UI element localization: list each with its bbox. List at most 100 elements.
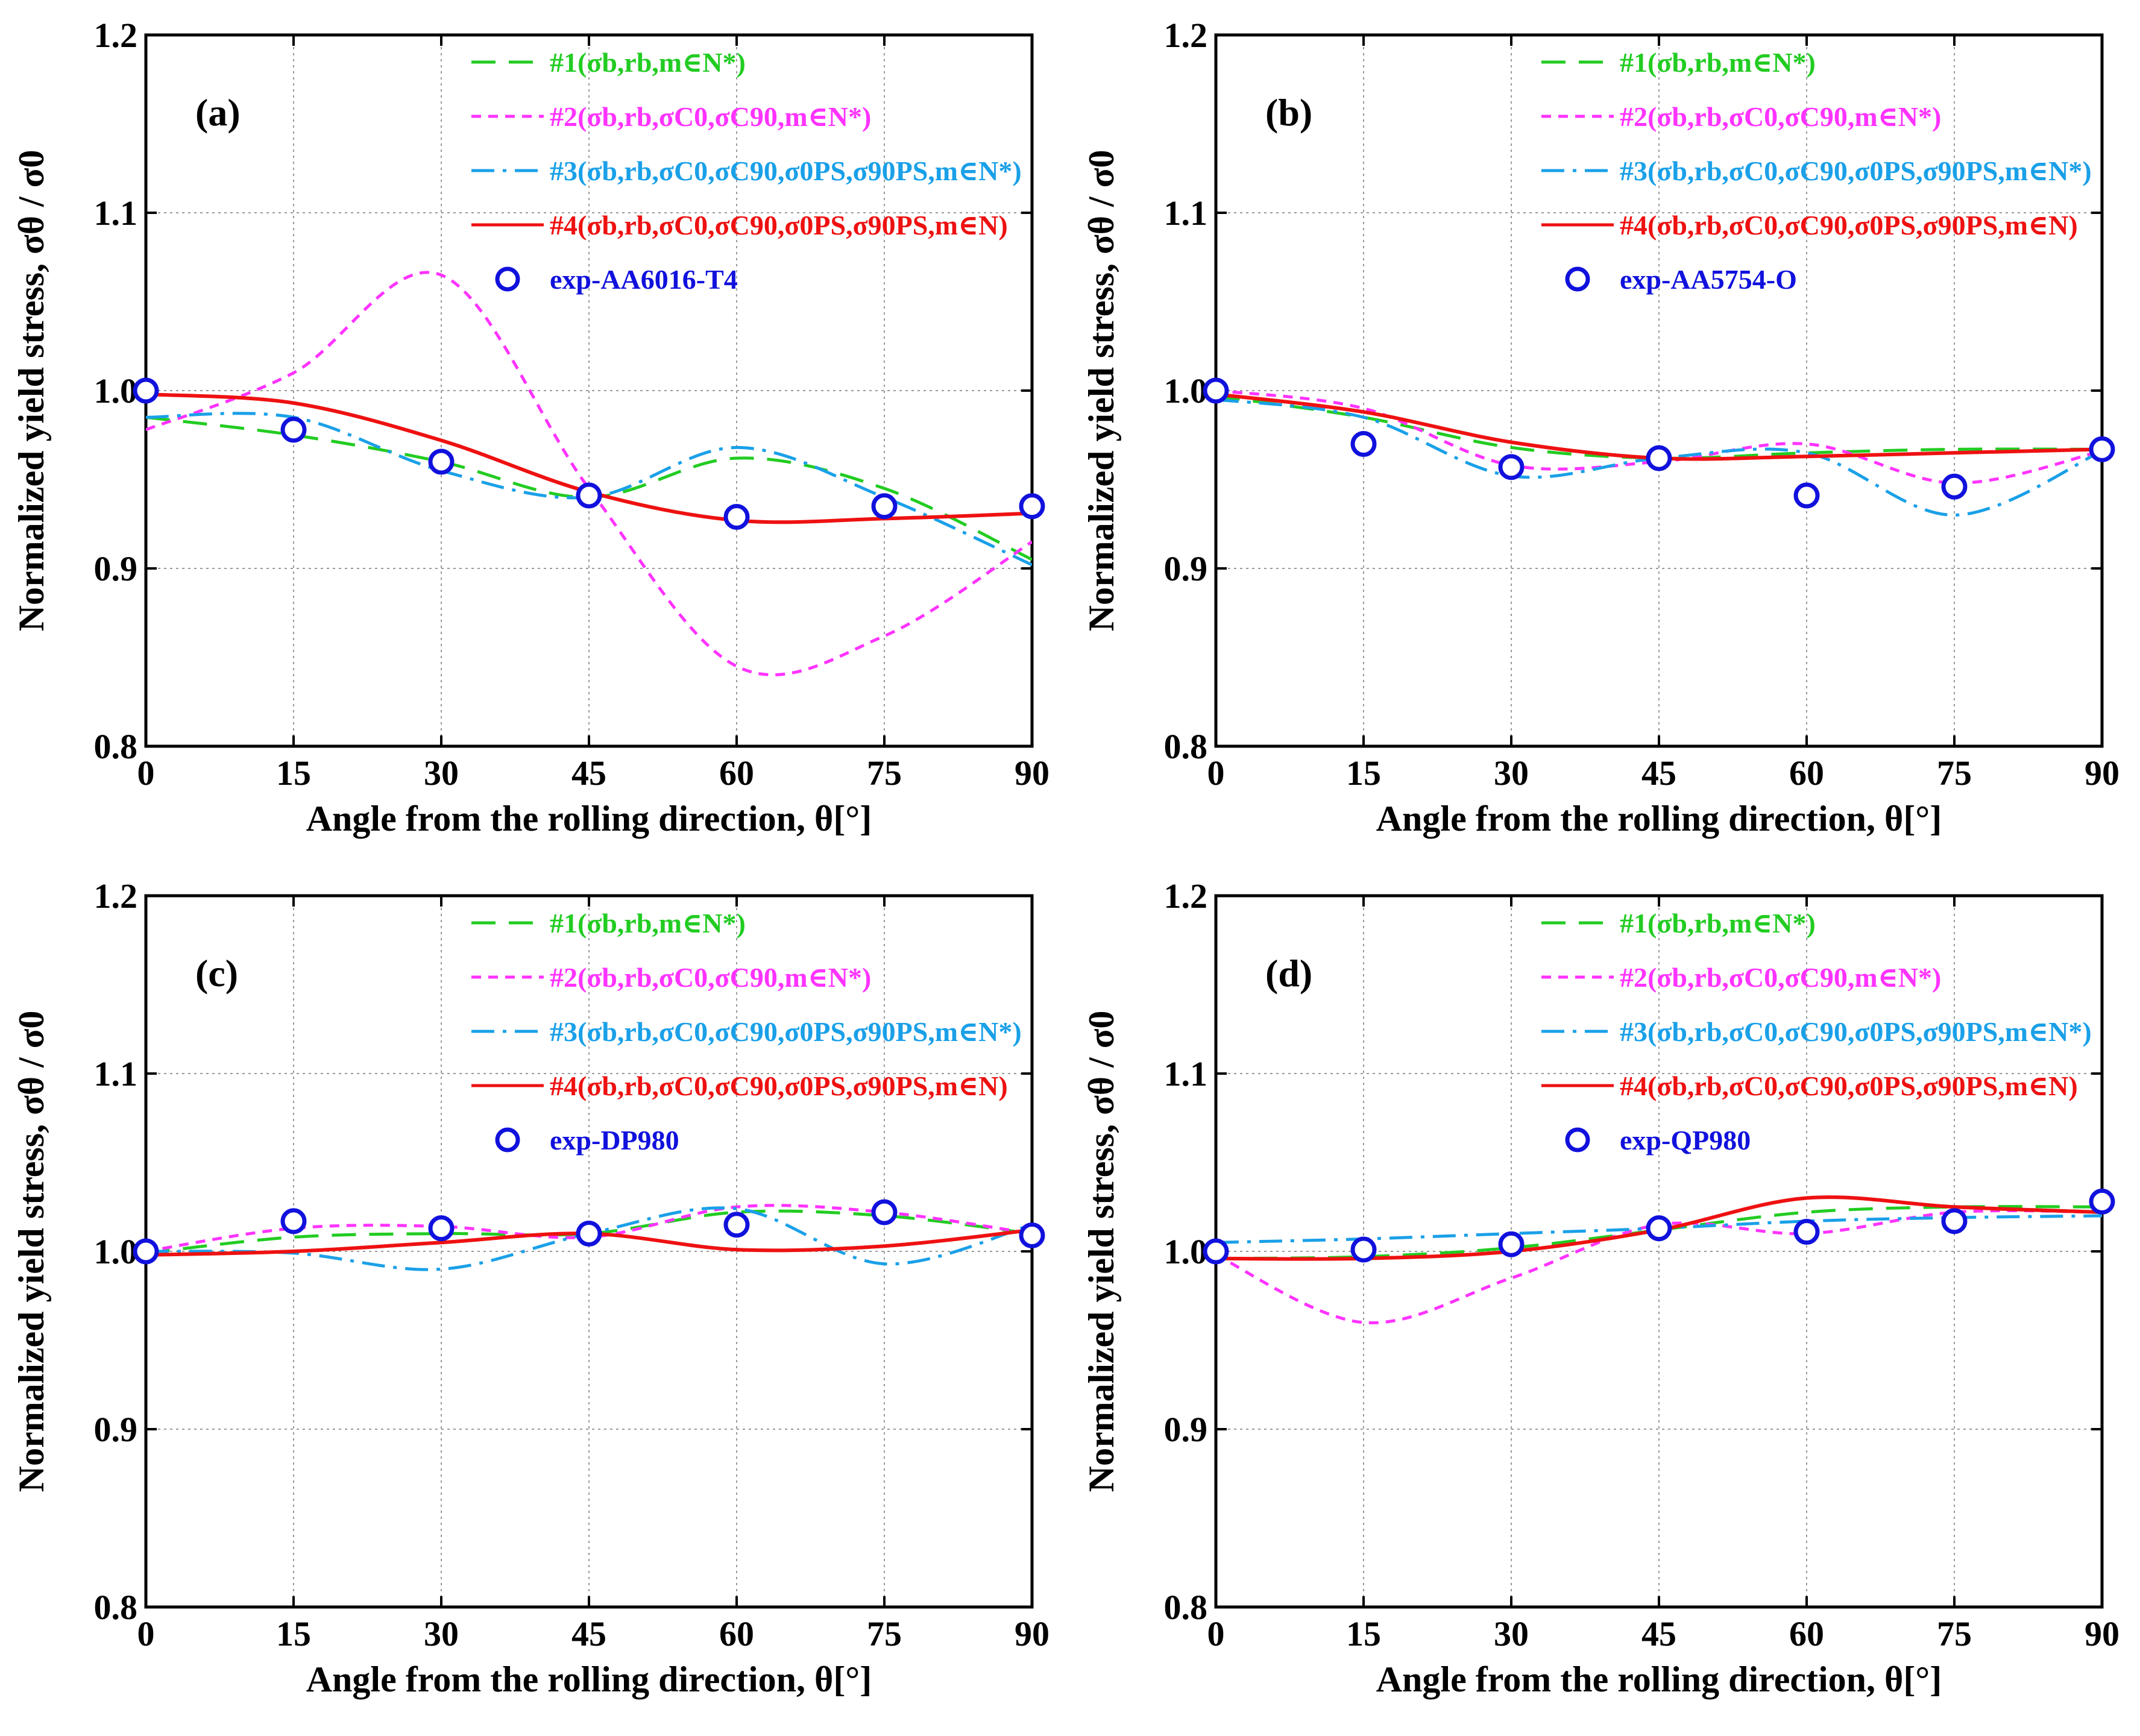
x-tick-label: 75 bbox=[1937, 1614, 1972, 1653]
exp-point bbox=[723, 503, 750, 530]
y-tick-label: 1.2 bbox=[94, 876, 138, 916]
y-tick-label: 1.0 bbox=[94, 371, 138, 410]
legend-exp-label: exp-QP980 bbox=[1620, 1125, 1751, 1156]
x-tick-label: 90 bbox=[1015, 1614, 1050, 1653]
exp-point bbox=[1646, 445, 1672, 471]
legend-exp-marker bbox=[495, 266, 520, 292]
y-tick-label: 1.1 bbox=[94, 1054, 138, 1093]
exp-point bbox=[1941, 1208, 1968, 1234]
x-tick-label: 60 bbox=[1789, 753, 1824, 793]
exp-point bbox=[133, 1238, 159, 1265]
y-tick-label: 1.2 bbox=[94, 16, 138, 55]
legend-label-3: #3(σb,rb,σC0,σC90,σ0PS,σ90PS,m∈N*) bbox=[550, 156, 1022, 186]
legend: #1(σb,rb,m∈N*) #2(σb,rb,σC0,σC90,m∈N*) #3(… bbox=[1541, 908, 2092, 1156]
exp-point bbox=[871, 493, 898, 520]
exp-point bbox=[1646, 1215, 1672, 1242]
legend-label-4: #4(σb,rb,σC0,σC90,σ0PS,σ90PS,m∈N) bbox=[1620, 1071, 2078, 1101]
exp-point bbox=[1203, 377, 1229, 404]
y-tick-label: 0.8 bbox=[94, 1588, 138, 1627]
legend-label-1: #1(σb,rb,m∈N*) bbox=[550, 47, 746, 78]
legend-exp-marker bbox=[1565, 1127, 1590, 1153]
panel-label: (c) bbox=[195, 952, 238, 995]
x-axis-label: Angle from the rolling direction, θ[°] bbox=[306, 1659, 872, 1699]
y-tick-label: 0.9 bbox=[94, 549, 138, 588]
x-axis-label: Angle from the rolling direction, θ[°] bbox=[306, 799, 872, 838]
panel-label: (a) bbox=[195, 91, 241, 134]
x-tick-label: 75 bbox=[867, 1614, 902, 1653]
x-tick-label: 30 bbox=[1494, 753, 1529, 793]
y-tick-label: 1.0 bbox=[1164, 371, 1208, 410]
y-axis-label: Normalized yield stress, σθ / σ0 bbox=[1081, 1011, 1121, 1492]
legend-label-3: #3(σb,rb,σC0,σC90,σ0PS,σ90PS,m∈N*) bbox=[1620, 156, 2092, 186]
x-tick-label: 60 bbox=[719, 1614, 754, 1653]
x-tick-label: 30 bbox=[1494, 1614, 1529, 1653]
legend-exp-label: exp-AA5754-O bbox=[1620, 264, 1797, 295]
x-tick-label: 90 bbox=[2085, 753, 2120, 793]
exp-point bbox=[1941, 473, 1968, 500]
y-tick-label: 0.9 bbox=[1164, 549, 1208, 588]
y-tick-label: 1.2 bbox=[1164, 876, 1208, 916]
y-tick-label: 1.2 bbox=[1164, 16, 1208, 55]
exp-point bbox=[1350, 431, 1377, 457]
y-tick-label: 0.8 bbox=[1164, 727, 1208, 766]
x-tick-label: 60 bbox=[1789, 1614, 1824, 1653]
exp-point bbox=[1498, 454, 1525, 480]
x-tick-label: 30 bbox=[424, 753, 459, 793]
y-tick-label: 0.9 bbox=[1164, 1410, 1208, 1449]
x-tick-label: 75 bbox=[1937, 753, 1972, 793]
legend-label-2: #2(σb,rb,σC0,σC90,m∈N*) bbox=[1620, 962, 1941, 993]
legend-label-1: #1(σb,rb,m∈N*) bbox=[1620, 908, 1816, 939]
legend: #1(σb,rb,m∈N*) #2(σb,rb,σC0,σC90,m∈N*) #3(… bbox=[471, 908, 1022, 1156]
exp-point bbox=[1019, 493, 1045, 520]
legend-label-1: #1(σb,rb,m∈N*) bbox=[550, 908, 746, 939]
legend-label-1: #1(σb,rb,m∈N*) bbox=[1620, 47, 1816, 78]
exp-point bbox=[1350, 1236, 1377, 1263]
y-axis-label: Normalized yield stress, σθ / σ0 bbox=[1081, 150, 1121, 632]
x-tick-label: 45 bbox=[1641, 753, 1676, 793]
legend-label-4: #4(σb,rb,σC0,σC90,σ0PS,σ90PS,m∈N) bbox=[550, 1071, 1008, 1101]
exp-point bbox=[871, 1199, 898, 1225]
x-tick-label: 15 bbox=[1346, 1614, 1381, 1653]
legend-label-2: #2(σb,rb,σC0,σC90,m∈N*) bbox=[1620, 101, 1941, 132]
legend-exp-marker bbox=[1565, 266, 1590, 292]
legend-label-3: #3(σb,rb,σC0,σC90,σ0PS,σ90PS,m∈N*) bbox=[1620, 1016, 2092, 1047]
chart-panel-2: 0 15 30 45 60 75 90 0.8 0.9 1.0 1.1 1.2 Angle from t… bbox=[1081, 16, 2120, 838]
x-tick-label: 45 bbox=[1641, 1614, 1676, 1653]
exp-point bbox=[2089, 436, 2115, 462]
y-tick-label: 1.1 bbox=[1164, 193, 1208, 233]
exp-point bbox=[1793, 482, 1820, 509]
exp-point bbox=[1203, 1238, 1229, 1265]
x-tick-label: 0 bbox=[137, 753, 155, 793]
legend-label-2: #2(σb,rb,σC0,σC90,m∈N*) bbox=[550, 962, 871, 993]
exp-point bbox=[723, 1212, 750, 1238]
x-axis-label: Angle from the rolling direction, θ[°] bbox=[1376, 1659, 1942, 1699]
legend-exp-marker bbox=[495, 1127, 520, 1153]
x-tick-label: 0 bbox=[1207, 753, 1225, 793]
exp-point bbox=[280, 1208, 307, 1234]
panel-label: (d) bbox=[1265, 952, 1312, 995]
exp-point bbox=[2089, 1188, 2115, 1215]
y-axis-label: Normalized yield stress, σθ / σ0 bbox=[11, 150, 51, 632]
x-tick-label: 90 bbox=[2085, 1614, 2120, 1653]
chart-panel-3: 0 15 30 45 60 75 90 0.8 0.9 1.0 1.1 1.2 Angle from t… bbox=[11, 876, 1050, 1699]
exp-point bbox=[1793, 1219, 1820, 1245]
y-tick-label: 0.8 bbox=[1164, 1588, 1208, 1627]
x-tick-label: 0 bbox=[137, 1614, 155, 1653]
x-tick-label: 90 bbox=[1015, 753, 1050, 793]
exp-point bbox=[280, 417, 307, 443]
exp-point bbox=[1498, 1231, 1525, 1257]
exp-point bbox=[428, 1215, 455, 1242]
x-tick-label: 30 bbox=[424, 1614, 459, 1653]
y-axis-label: Normalized yield stress, σθ / σ0 bbox=[11, 1011, 51, 1492]
exp-point bbox=[576, 482, 602, 509]
x-tick-label: 75 bbox=[867, 753, 902, 793]
y-tick-label: 1.0 bbox=[94, 1232, 138, 1271]
legend-label-4: #4(σb,rb,σC0,σC90,σ0PS,σ90PS,m∈N) bbox=[550, 210, 1008, 241]
y-tick-label: 1.1 bbox=[94, 193, 138, 233]
x-tick-label: 15 bbox=[276, 753, 311, 793]
exp-point bbox=[133, 377, 159, 404]
legend-label-2: #2(σb,rb,σC0,σC90,m∈N*) bbox=[550, 101, 871, 132]
legend-exp-label: exp-AA6016-T4 bbox=[550, 264, 738, 295]
x-tick-label: 60 bbox=[719, 753, 754, 793]
